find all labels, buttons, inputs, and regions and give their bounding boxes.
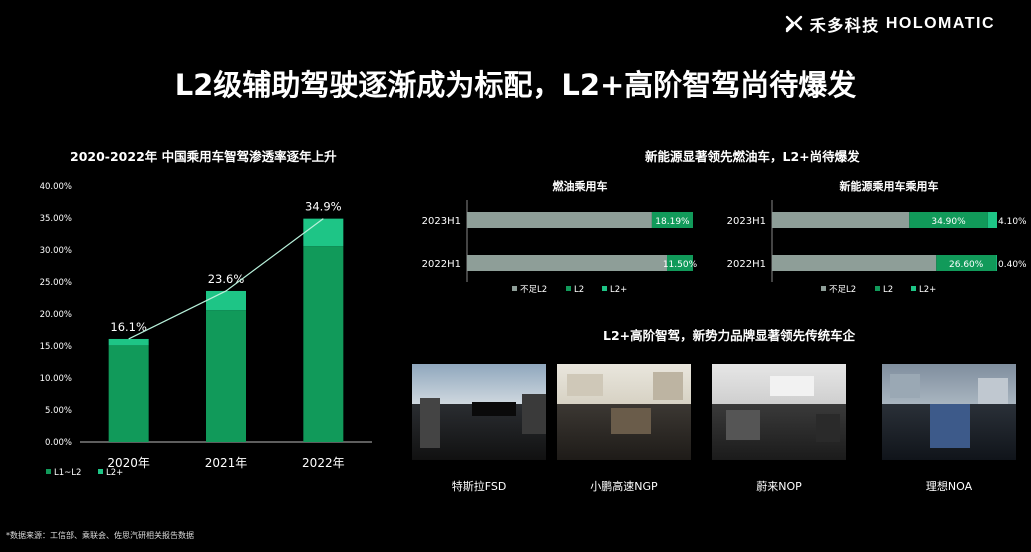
legend-label: 不足L2 [829,285,856,295]
y-tick-label: 2023H1 [422,216,461,227]
legend-swatch [566,286,571,291]
legend-swatch [602,286,607,291]
x-tick-label: 2021年 [205,456,248,470]
bar-segment [467,255,668,271]
right-top-subtitle: 新能源显著领先燃油车，L2+尚待爆发 [645,149,860,164]
bar-segment [996,255,997,271]
bar-total-label: 23.6% [208,272,245,286]
bar-segment [772,255,937,271]
bar-total-label: 34.9% [305,200,342,214]
panel-title: 新能源乘用车乘用车 [840,179,939,193]
y-tick-label: 10.00% [40,374,72,384]
legend-swatch [46,469,51,474]
photo-label: 理想NOA [925,480,973,493]
li-noa-image [882,364,1016,460]
source-footnote: *数据来源：工信部、乘联会、佐思汽研相关报告数据 [6,531,194,540]
y-tick-label: 25.00% [40,278,72,288]
data-label: 0.40% [998,260,1027,270]
bar-segment [987,212,997,228]
bar-segment [108,338,149,346]
x-tick-label: 2022年 [302,456,345,470]
left-stacked-bar-chart: 0.00% 5.00% 10.00% 15.00% 20.00% 25.00% 30.00%… [40,182,372,478]
photo-label: 蔚来NOP [756,480,802,493]
holomatic-logo-icon [785,15,802,33]
right-horizontal-bar-charts: 燃油乘用车 2023H1 18.19% 2022H1 11.50% 不足L2 L2 L2+ 新能… [422,179,1027,295]
legend-label: 不足L2 [520,285,547,295]
legend-label: L2 [574,285,584,295]
bar-segment [206,310,246,442]
trend-line [128,218,324,340]
y-tick-label: 2022H1 [727,259,766,270]
x-tick-label: 2020年 [107,456,150,470]
data-label: 4.10% [998,217,1027,227]
legend-label: L2 [883,285,893,295]
y-tick-label: 35.00% [40,214,72,224]
bar-total-label: 16.1% [110,320,147,334]
bar-segment [909,212,988,228]
data-label: 26.60% [949,260,984,270]
legend-label: L2+ [919,285,936,295]
y-tick-label: 20.00% [40,310,72,320]
xpeng-ngp-image [557,364,691,460]
photo-label: 小鹏高速NGP [590,480,658,493]
nio-nop-image [712,364,846,460]
y-tick-label: 40.00% [40,182,72,192]
y-tick-label: 2022H1 [422,259,461,270]
legend-swatch [98,469,103,474]
bar-segment [467,212,652,228]
left-chart-subtitle: 2020-2022年 中国乘用车智驾渗透率逐年上升 [70,149,337,164]
panel-title: 燃油乘用车 [552,179,608,193]
brand-cn-text: 禾多科技 [809,18,880,35]
bar-segment [303,218,344,247]
bar-segment [936,255,997,271]
bar-segment [206,290,246,311]
y-tick-label: 2023H1 [727,216,766,227]
legend-swatch [821,286,826,291]
legend-swatch [911,286,916,291]
bar-segment [772,212,910,228]
y-tick-label: 5.00% [45,406,72,416]
brand-en-text: HOLOMATIC [885,15,995,32]
legend-swatch [875,286,880,291]
legend-label: L2+ [610,285,627,295]
bar-segment [667,255,693,271]
right-bottom-subtitle: L2+高阶智驾，新势力品牌显著领先传统车企 [603,328,856,343]
y-tick-label: 0.00% [45,438,72,448]
legend-label: L2+ [106,468,123,478]
page-title: L2级辅助驾驶逐渐成为标配，L2+高阶智驾尚待爆发 [174,68,857,102]
bar-segment [651,212,693,228]
data-label: 11.50% [663,260,698,270]
tesla-fsd-image [412,364,546,460]
bar-segment [108,345,149,442]
data-label: 34.90% [931,217,966,227]
bar-segment [303,246,344,442]
data-label: 18.19% [655,217,690,227]
y-tick-label: 15.00% [40,342,72,352]
y-tick-label: 30.00% [40,246,72,256]
photo-label: 特斯拉FSD [451,480,507,493]
brand-logo: 禾多科技 HOLOMATIC [784,12,995,36]
legend-swatch [512,286,517,291]
legend-label: L1~L2 [54,468,81,478]
